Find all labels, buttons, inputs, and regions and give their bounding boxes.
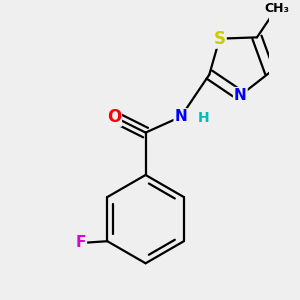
Text: N: N [234,88,247,103]
Text: N: N [175,109,187,124]
Text: H: H [198,112,210,125]
Text: CH₃: CH₃ [264,2,289,15]
Text: F: F [76,236,86,250]
Text: S: S [214,30,226,48]
Text: O: O [107,108,121,126]
